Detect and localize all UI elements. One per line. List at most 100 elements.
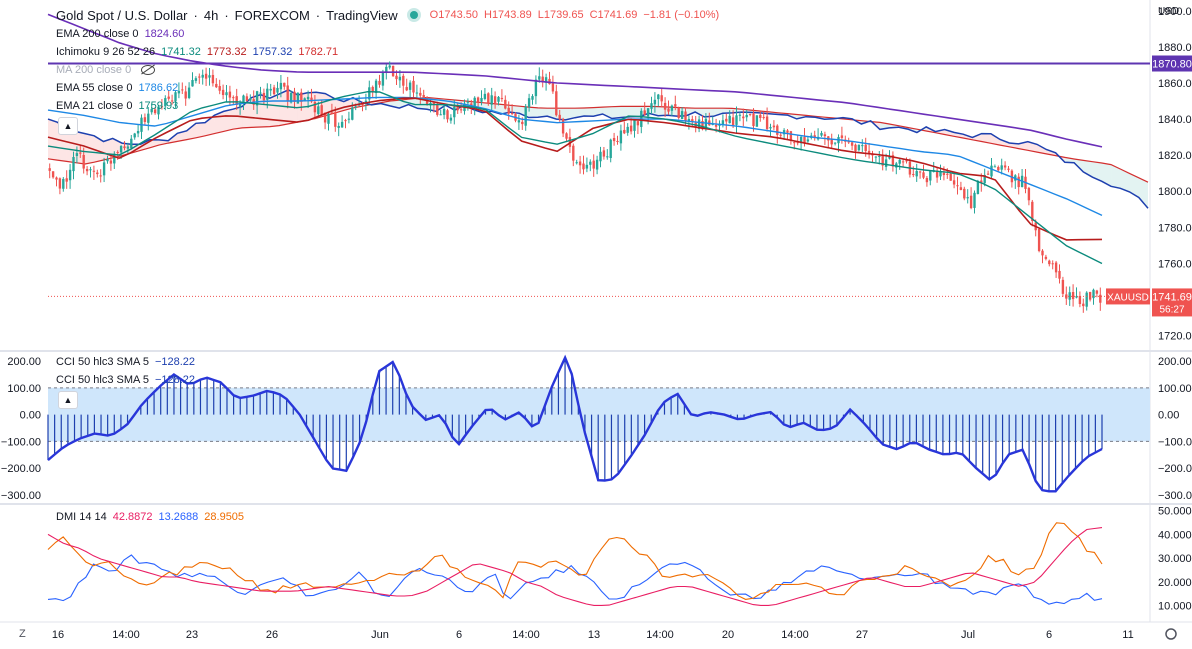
candle-body — [351, 107, 354, 120]
main-legend-row[interactable]: Ichimoku 9 26 52 26 1741.32 1773.32 1757.32… — [56, 43, 719, 61]
candle-body — [510, 113, 514, 115]
ema-55-line — [47, 96, 1103, 217]
candle-body — [269, 88, 272, 91]
candle-body — [728, 115, 731, 124]
market-open-icon — [409, 11, 418, 19]
candle-body — [473, 97, 476, 107]
settings-icon[interactable] — [1165, 628, 1177, 640]
ohlc-high: H1743.89 — [484, 8, 532, 21]
candle-body — [402, 75, 405, 86]
candle-body — [422, 94, 425, 99]
candle-body — [670, 105, 674, 111]
candle-body — [507, 107, 510, 114]
cci-legend-value: −128.22 — [154, 373, 196, 386]
candle-body — [1000, 165, 1003, 170]
ichimoku-cloud-segment — [528, 107, 538, 118]
candle-body — [776, 125, 779, 135]
candle-body — [306, 96, 310, 100]
dmi-legend-row[interactable]: DMI 14 14 42.8872 13.2688 28.9505 — [56, 508, 244, 526]
candle-body — [572, 145, 575, 161]
cci-line — [47, 354, 1103, 493]
candle-body — [578, 161, 582, 166]
candle-body — [997, 167, 1000, 171]
time-axis-tick-label: Jun — [371, 629, 389, 641]
candle-body — [884, 159, 888, 167]
candle-body — [629, 125, 633, 132]
candle-body — [857, 144, 861, 151]
candle-body — [289, 93, 293, 103]
candle-body — [527, 98, 531, 108]
cci-legend-row[interactable]: CCI 50 hlc3 SMA 5 −128.22 — [56, 371, 195, 389]
candle-body — [385, 66, 388, 73]
candle-body — [504, 99, 507, 109]
candle-body — [85, 168, 89, 172]
candle-body — [313, 101, 317, 113]
main-legend-row[interactable]: MA 200 close 0 — [56, 61, 719, 79]
dmi-axis-tick-label: 50.0000 — [1158, 506, 1192, 518]
cci-legend-row[interactable]: CCI 50 hlc3 SMA 5 −128.22 — [56, 353, 195, 371]
candle-body — [592, 160, 595, 169]
candle-body — [806, 139, 810, 142]
candle-body — [1065, 294, 1068, 299]
candle-body — [901, 161, 905, 163]
time-axis-tick-label: 6 — [1046, 629, 1052, 641]
candle-body — [167, 96, 170, 99]
candle-body — [211, 74, 215, 84]
candle-body — [599, 151, 602, 162]
eye-off-icon[interactable] — [141, 65, 156, 75]
candle-body — [558, 114, 561, 120]
time-axis-tick-label: 14:00 — [112, 629, 140, 641]
cci-axis-tick-left: −200.00 — [1, 463, 41, 475]
price-axis-tick-label: 1860.00 — [1158, 78, 1192, 90]
candle-body — [799, 136, 803, 144]
candle-body — [1068, 292, 1071, 300]
candle-body — [680, 111, 684, 120]
candle-body — [1075, 296, 1078, 298]
candle-body — [1092, 289, 1095, 299]
ichimoku-cloud-segment — [972, 133, 982, 142]
main-legend-label: MA 200 close 0 — [56, 63, 132, 76]
ichimoku-span-a-line — [47, 96, 1149, 183]
zoom-reset-button[interactable]: Z — [19, 628, 26, 640]
time-axis-tick-label: 13 — [588, 629, 600, 641]
candle-body — [340, 121, 344, 128]
candle-body — [657, 94, 660, 100]
ichimoku-cloud-segment — [990, 133, 1001, 146]
candle-body — [697, 119, 701, 129]
main-legend-row[interactable]: EMA 21 close 0 1759.93 — [56, 97, 719, 115]
candle-body — [130, 138, 133, 149]
main-legend-label: EMA 55 close 0 — [56, 81, 133, 94]
dmi-plus-line — [47, 554, 1103, 605]
candle-body — [62, 178, 65, 189]
collapse-legend-button[interactable]: ▲ — [58, 117, 78, 135]
main-legend-row[interactable]: EMA 55 close 0 1786.62 — [56, 79, 719, 97]
time-axis-tick-label: 14:00 — [781, 629, 809, 641]
candle-body — [395, 75, 398, 80]
candle-body — [150, 108, 153, 113]
candle-body — [891, 155, 895, 167]
candle-body — [575, 162, 578, 164]
candle-body — [959, 187, 963, 190]
main-legend-value: 1759.93 — [138, 99, 179, 112]
symbol-title[interactable]: Gold Spot / U.S. Dollar — [56, 7, 188, 23]
candle-body — [1031, 201, 1034, 221]
candle-body — [157, 106, 160, 115]
interval-label[interactable]: 4h — [203, 7, 219, 23]
ichimoku-cloud-segment — [48, 119, 58, 161]
candle-body — [92, 170, 96, 172]
price-axis-tick-label: 1780.00 — [1158, 222, 1192, 234]
symbol-header: Gold Spot / U.S. Dollar · 4h · FOREXCOM … — [56, 7, 720, 23]
candle-body — [368, 87, 371, 100]
candle-body — [476, 97, 480, 102]
collapse-cci-legend-button[interactable]: ▲ — [58, 391, 78, 409]
main-legend-row[interactable]: EMA 200 close 0 1824.60 — [56, 25, 719, 43]
main-legend-value: 1824.60 — [144, 27, 185, 40]
candle-body — [663, 102, 667, 110]
candle-body — [160, 106, 164, 108]
ichimoku-cloud-segment — [630, 106, 640, 117]
candle-body — [752, 113, 755, 127]
candle-body — [317, 106, 320, 114]
candle-body — [538, 76, 541, 80]
candle-body — [113, 153, 116, 164]
